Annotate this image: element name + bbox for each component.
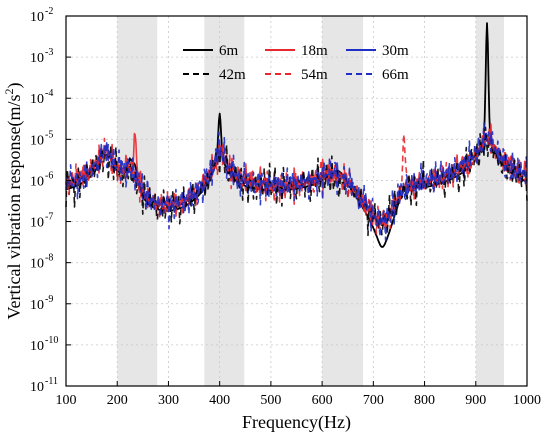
x-tick-label: 700	[363, 393, 384, 408]
shaded-band-2	[204, 16, 245, 386]
x-axis-label: Frequency(Hz)	[242, 412, 351, 433]
series-line-66m	[65, 122, 528, 242]
plot-frame	[65, 15, 528, 387]
x-tick-label: 1000	[513, 393, 541, 408]
shaded-bands	[117, 16, 504, 386]
y-tick-exponent: -5	[45, 129, 53, 140]
y-tick-label: 10	[30, 133, 44, 148]
y-tick-label: 10	[30, 174, 44, 189]
x-tick-label: 100	[56, 393, 77, 408]
y-tick-label: 10	[30, 216, 44, 231]
shaded-band-4	[475, 16, 504, 386]
legend-label-66m: 66m	[382, 67, 409, 83]
y-tick-label: 10	[30, 257, 44, 272]
y-axis-label: Vertical vibration response(m/s2)	[2, 83, 25, 320]
series-line-42m	[65, 126, 528, 237]
y-axis-label-sup: 2	[2, 89, 16, 95]
y-axis-label-close: )	[4, 83, 25, 89]
y-tick-exponent: -4	[45, 88, 53, 99]
y-tick-label: 10	[30, 298, 44, 313]
series-lines	[65, 22, 528, 248]
legend-label-54m: 54m	[301, 67, 328, 83]
y-tick-exponent: -2	[45, 6, 53, 17]
y-tick-exponent: -7	[45, 212, 53, 223]
x-axis-ticks: 100 200 300 400 500 600 700 800 900 1000	[56, 381, 541, 408]
legend-label-42m: 42m	[219, 67, 246, 83]
x-tick-label: 300	[158, 393, 179, 408]
x-tick-label: 200	[107, 393, 128, 408]
y-tick-exponent: -10	[45, 335, 58, 346]
grid-lines	[66, 16, 527, 386]
y-tick-label: 10	[30, 10, 44, 25]
legend-label-18m: 18m	[301, 43, 328, 59]
y-tick-exponent: -8	[45, 253, 53, 264]
y-axis-ticks: 10-1110-1010-910-810-710-610-510-410-310…	[30, 6, 71, 395]
x-tick-label: 400	[209, 393, 230, 408]
shaded-band-3	[322, 16, 364, 386]
x-tick-label: 800	[414, 393, 435, 408]
x-tick-label: 500	[260, 393, 281, 408]
y-tick-label: 10	[30, 51, 44, 66]
y-axis-label-main: Vertical vibration response(m/s	[4, 95, 25, 320]
y-tick-exponent: -3	[45, 47, 53, 58]
y-tick-exponent: -11	[45, 376, 58, 387]
legend-label-30m: 30m	[382, 43, 409, 59]
x-tick-label: 600	[312, 393, 333, 408]
y-tick-label: 10	[30, 339, 44, 354]
y-tick-exponent: -9	[45, 294, 53, 305]
legend: 6m 18m 30m 42m 54m 66m	[183, 43, 409, 83]
y-tick-label: 10	[30, 92, 44, 107]
y-tick-exponent: -6	[45, 170, 53, 181]
y-tick-label: 10	[30, 380, 44, 395]
legend-label-6m: 6m	[219, 43, 239, 59]
x-tick-label: 900	[465, 393, 486, 408]
